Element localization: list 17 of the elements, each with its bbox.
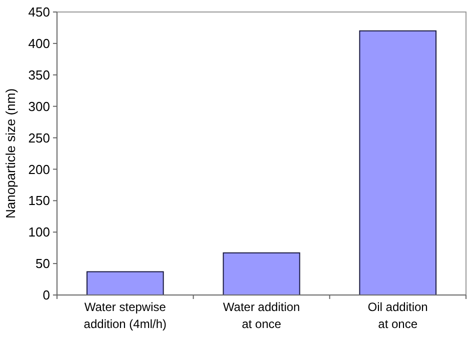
y-axis-title: Nanoparticle size (nm): [3, 88, 18, 219]
y-tick-label: 150: [28, 193, 50, 208]
y-tick-label: 50: [36, 256, 50, 272]
y-tick-label: 250: [28, 130, 50, 146]
bar: [359, 30, 437, 296]
bar: [222, 252, 300, 296]
y-tick-label: 300: [28, 98, 50, 114]
y-tick-label: 100: [28, 224, 50, 240]
bar: [86, 271, 164, 296]
y-tick-label: 400: [28, 36, 50, 51]
y-tick-label: 450: [28, 4, 50, 20]
y-tick-label: 350: [28, 67, 50, 82]
x-tick-label: Water stepwise addition (4ml/h): [84, 300, 167, 331]
y-tick-label: 0: [42, 288, 50, 303]
y-tick-label: 200: [28, 162, 50, 177]
x-tick-label: Oil addition at once: [368, 300, 428, 331]
x-tick-label: Water addition at once: [223, 300, 300, 331]
